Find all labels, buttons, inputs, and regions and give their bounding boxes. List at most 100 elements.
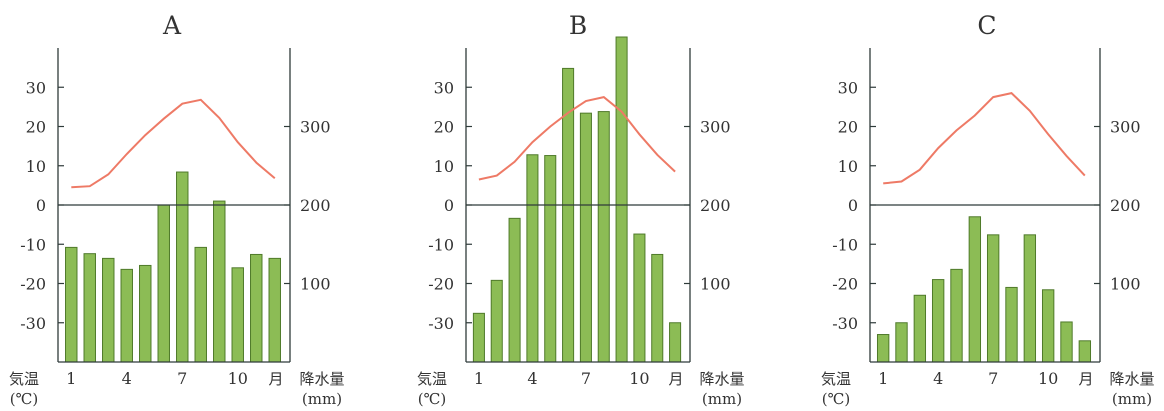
month-tick-label: 7 [177, 369, 187, 388]
precip-axis-unit: (mm) [302, 390, 342, 408]
precip-tick-label: 100 [1110, 275, 1141, 294]
precip-bar [194, 246, 207, 363]
month-tick-label: 4 [527, 369, 537, 388]
precip-tick-label: 200 [300, 196, 331, 215]
precip-bar [895, 322, 908, 363]
month-tick-label: 4 [933, 369, 943, 388]
precip-bar [65, 246, 78, 363]
temp-tick-label: 0 [36, 196, 46, 215]
precip-bar [508, 217, 521, 363]
temp-tick-label: 30 [26, 78, 46, 97]
precip-bar [1023, 234, 1037, 363]
month-unit-label: 月 [1078, 370, 1093, 388]
precip-bar [579, 112, 592, 363]
temp-axis-label: 気温 [9, 370, 39, 388]
precip-tick-label: 300 [300, 118, 331, 137]
precip-bar [268, 257, 281, 363]
precip-bar [931, 279, 945, 363]
precip-bar [526, 154, 539, 363]
temp-tick-label: -10 [20, 235, 46, 254]
precip-bar [913, 294, 927, 363]
precip-bar [968, 216, 982, 363]
month-tick-label: 7 [988, 369, 998, 388]
precip-bar [876, 334, 890, 363]
temp-axis-unit: (℃) [10, 390, 38, 408]
temp-tick-label: 20 [26, 118, 46, 137]
temp-axis-unit: (℃) [418, 390, 446, 408]
temp-tick-label: -10 [428, 235, 454, 254]
precip-bar [490, 279, 503, 363]
temp-axis-unit: (℃) [822, 390, 850, 408]
temp-tick-label: 20 [434, 118, 454, 137]
precip-tick-label: 100 [300, 275, 331, 294]
precip-bar [102, 257, 115, 363]
temp-tick-label: 10 [434, 157, 454, 176]
temp-tick-label: -30 [428, 314, 454, 333]
month-tick-label: 1 [878, 369, 888, 388]
precip-bar [544, 155, 557, 363]
temperature-line [71, 98, 276, 189]
precip-bar [1041, 289, 1055, 363]
precip-axis-label: 降水量 [299, 370, 344, 388]
precip-bar [950, 268, 963, 363]
temperature-line [883, 92, 1086, 185]
temp-tick-label: -20 [832, 275, 858, 294]
precip-bar [633, 233, 646, 363]
month-tick-label: 10 [228, 369, 248, 388]
month-tick-label: 7 [581, 369, 591, 388]
temp-tick-label: 20 [838, 118, 858, 137]
precip-tick-label: 200 [700, 196, 731, 215]
precip-bar [250, 253, 263, 363]
month-unit-label: 月 [668, 370, 683, 388]
precip-bar [1078, 340, 1092, 363]
precip-axis-unit: (mm) [1112, 390, 1152, 408]
precip-bar [651, 253, 664, 363]
precip-bar [597, 111, 610, 363]
month-unit-label: 月 [268, 370, 283, 388]
temp-axis-label: 気温 [417, 370, 447, 388]
precip-bar [231, 267, 244, 363]
precip-axis-unit: (mm) [702, 390, 742, 408]
temp-axis-label: 気温 [821, 370, 851, 388]
month-tick-label: 4 [122, 369, 132, 388]
chart-title: A [162, 11, 182, 40]
precip-tick-label: 100 [700, 275, 731, 294]
temp-tick-label: 0 [848, 196, 858, 215]
precip-bar [176, 171, 189, 363]
precip-bar [986, 234, 1000, 363]
temp-tick-label: -30 [832, 314, 858, 333]
precip-bar [1060, 321, 1073, 363]
precip-tick-label: 200 [1110, 196, 1141, 215]
temperature-line [478, 96, 676, 181]
temp-tick-label: 10 [26, 157, 46, 176]
precip-axis-label: 降水量 [1109, 370, 1154, 388]
month-tick-label: 1 [474, 369, 484, 388]
chart-title: B [569, 11, 587, 40]
temp-tick-label: -20 [20, 275, 46, 294]
precip-bar [615, 36, 628, 363]
precip-tick-label: 300 [700, 118, 731, 137]
month-tick-label: 10 [1038, 369, 1058, 388]
chart-title: C [977, 11, 996, 40]
precip-bar [1005, 286, 1018, 363]
temp-tick-label: 10 [838, 157, 858, 176]
precip-tick-label: 300 [1110, 118, 1141, 137]
precip-bar [139, 264, 152, 363]
precip-bar [669, 322, 682, 363]
precip-bar [83, 253, 96, 363]
temp-tick-label: -20 [428, 275, 454, 294]
precip-axis-label: 降水量 [699, 370, 744, 388]
temp-tick-label: 30 [838, 78, 858, 97]
temp-tick-label: -30 [20, 314, 46, 333]
precip-bar [213, 200, 226, 363]
temp-tick-label: -10 [832, 235, 858, 254]
precip-bar [157, 204, 170, 363]
month-tick-label: 10 [629, 369, 649, 388]
month-tick-label: 1 [66, 369, 76, 388]
temp-tick-label: 30 [434, 78, 454, 97]
precip-bar [120, 268, 133, 363]
